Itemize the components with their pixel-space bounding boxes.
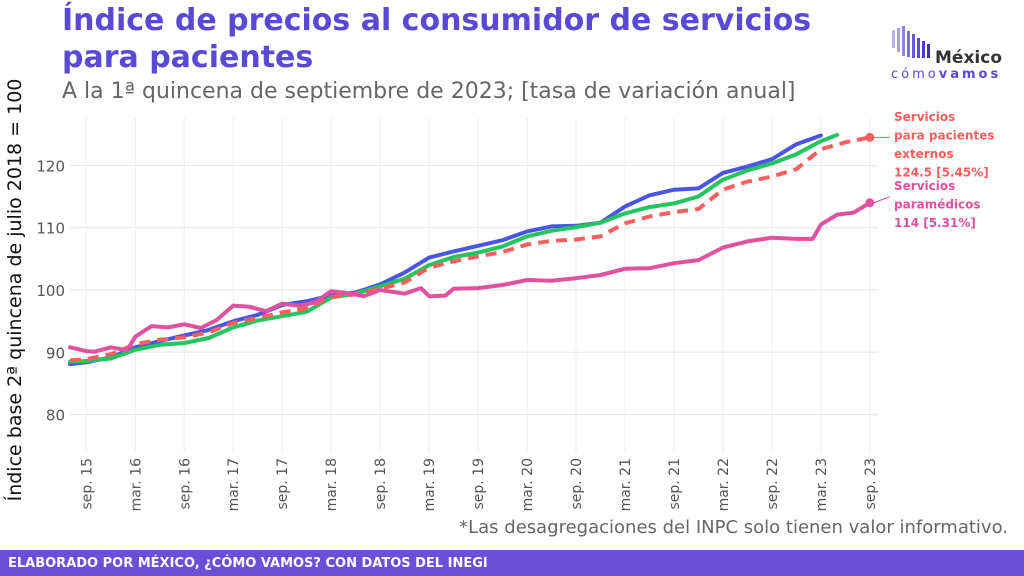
annotation-label-red: externos <box>894 147 954 161</box>
y-axis-label: Índice base 2ª quincena de julio 2018 = … <box>3 79 26 502</box>
x-tick-label: mar. 16 <box>128 458 144 511</box>
footnote: *Las desagregaciones del INPC solo tiene… <box>459 517 1008 538</box>
footer-bar: ELABORADO POR MÉXICO, ¿CÓMO VAMOS? CON D… <box>0 550 1024 576</box>
x-tick-label: mar. 23 <box>814 458 830 511</box>
annotation-label-pink: Servicios <box>894 179 955 193</box>
logo-icon <box>892 26 930 58</box>
y-tick-label: 80 <box>46 407 65 425</box>
end-point-pink <box>865 198 875 208</box>
x-tick-label: mar. 18 <box>324 458 340 511</box>
x-tick-label: sep. 17 <box>275 458 291 510</box>
series-line-blue <box>68 133 823 367</box>
series-line-pink <box>68 200 872 354</box>
x-tick-label: mar. 19 <box>422 458 438 511</box>
x-tick-label: sep. 23 <box>863 458 879 510</box>
x-tick-label: sep. 21 <box>667 458 683 510</box>
x-tick-label: mar. 22 <box>716 458 732 511</box>
line-chart: 80 90 100 110 120 sep. 15 mar. 16 sep. 16 mar. 1… <box>3 79 995 512</box>
chart-title: Índice de precios al consumidor de servi… <box>62 3 812 75</box>
annotation-label-red: 124.5 [5.45%] <box>894 166 989 180</box>
footer-text: ELABORADO POR MÉXICO, ¿CÓMO VAMOS? CON D… <box>8 556 488 571</box>
series-line-red <box>69 135 871 363</box>
x-tick-label: sep. 19 <box>471 458 487 510</box>
annotation-label-red: Servicios <box>894 110 955 124</box>
x-tick-label: sep. 22 <box>765 458 781 510</box>
annotation-leader-pink <box>873 196 891 204</box>
logo-name: México <box>935 48 1002 68</box>
x-tick-label: sep. 20 <box>569 458 585 510</box>
end-point-red <box>865 132 875 142</box>
x-tick-label: mar. 17 <box>226 458 242 511</box>
y-tick-label: 100 <box>36 282 65 300</box>
x-tick-label: mar. 21 <box>618 458 634 511</box>
logo-tagline: cómovamos <box>891 67 1002 82</box>
x-tick-label: sep. 15 <box>79 458 95 510</box>
y-tick-label: 90 <box>46 344 65 362</box>
x-tick-label: mar. 20 <box>520 458 536 511</box>
series-line-green <box>68 132 840 364</box>
y-tick-label: 120 <box>36 157 65 175</box>
x-tick-label: sep. 18 <box>373 458 389 510</box>
annotation-label-pink: paramédicos <box>894 198 981 212</box>
chart-subtitle: A la 1ª quincena de septiembre de 2023; … <box>62 79 796 104</box>
x-tick-label: sep. 16 <box>177 458 193 510</box>
y-tick-label: 110 <box>36 220 65 238</box>
annotation-label-red: para pacientes <box>894 129 995 143</box>
annotation-label-pink: 114 [5.31%] <box>894 216 976 230</box>
